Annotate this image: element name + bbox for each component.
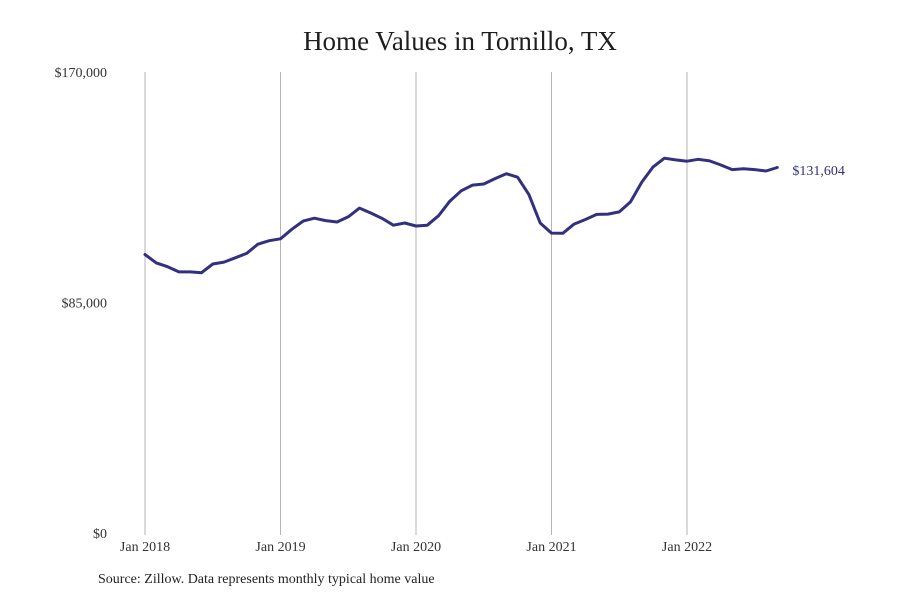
end-label-group: $131,604 [792,164,845,179]
x-tick-label: Jan 2020 [391,540,441,555]
x-tick-label: Jan 2018 [120,540,170,555]
x-tick-label: Jan 2019 [255,540,305,555]
grid-lines [144,72,688,535]
x-axis-ticks: Jan 2018 Jan 2019 Jan 2020 Jan 2021 Jan 2022 [120,540,712,555]
source-note: Source: Zillow. Data represents monthly … [98,572,435,587]
y-tick-label: $85,000 [62,297,108,312]
y-tick-label: $170,000 [55,66,108,81]
chart-title: Home Values in Tornillo, TX [303,26,617,56]
y-tick-label: $0 [93,527,107,542]
end-value-label: $131,604 [792,164,845,179]
series-line [143,156,779,275]
y-axis-ticks: $0 $85,000 $170,000 [55,66,108,542]
x-tick-label: Jan 2021 [526,540,576,555]
series-line-group [143,156,779,275]
x-tick-label: Jan 2022 [662,540,712,555]
